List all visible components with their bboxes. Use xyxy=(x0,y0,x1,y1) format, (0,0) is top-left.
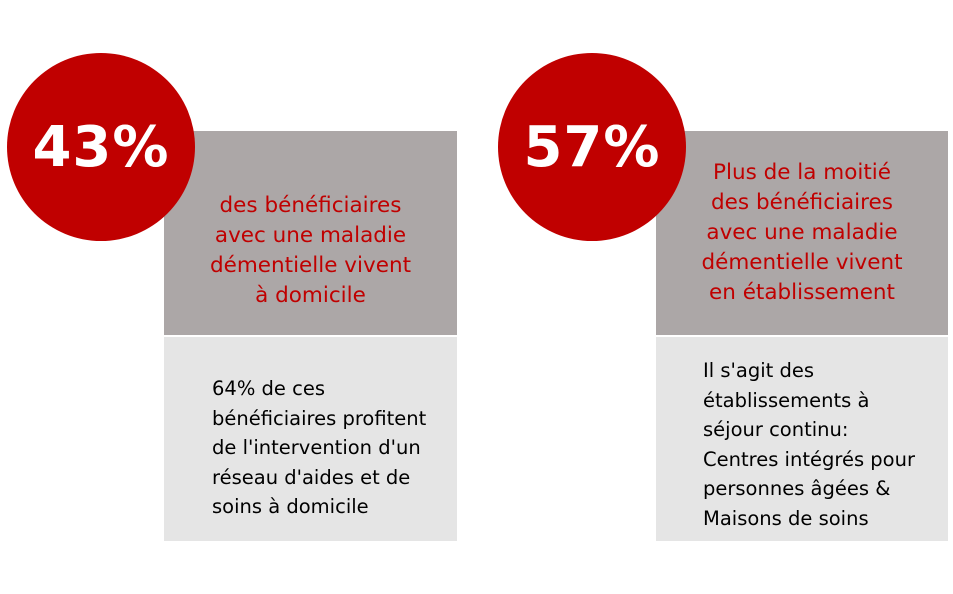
detail-box: Il s'agit des établissements à séjour co… xyxy=(656,337,948,541)
headline-box: Plus de la moitié des bénéficiaires avec… xyxy=(656,131,948,335)
detail-text: Il s'agit des établissements à séjour co… xyxy=(703,359,915,530)
stat-card-home: des bénéficiaires avec une maladie démen… xyxy=(0,0,476,594)
headline-text: Plus de la moitié des bénéficiaires avec… xyxy=(701,160,903,305)
headline-box: des bénéficiaires avec une maladie démen… xyxy=(164,131,457,335)
detail-box: 64% de ces bénéficiaires profitent de l'… xyxy=(164,337,457,541)
percent-badge: 43% xyxy=(7,53,195,241)
headline-text: des bénéficiaires avec une maladie démen… xyxy=(209,193,412,308)
percent-value: 43% xyxy=(32,114,170,180)
detail-text: 64% de ces bénéficiaires profitent de l'… xyxy=(212,377,427,518)
percent-value: 57% xyxy=(523,114,661,180)
percent-badge: 57% xyxy=(498,53,686,241)
stat-card-institution: Plus de la moitié des bénéficiaires avec… xyxy=(476,0,953,594)
